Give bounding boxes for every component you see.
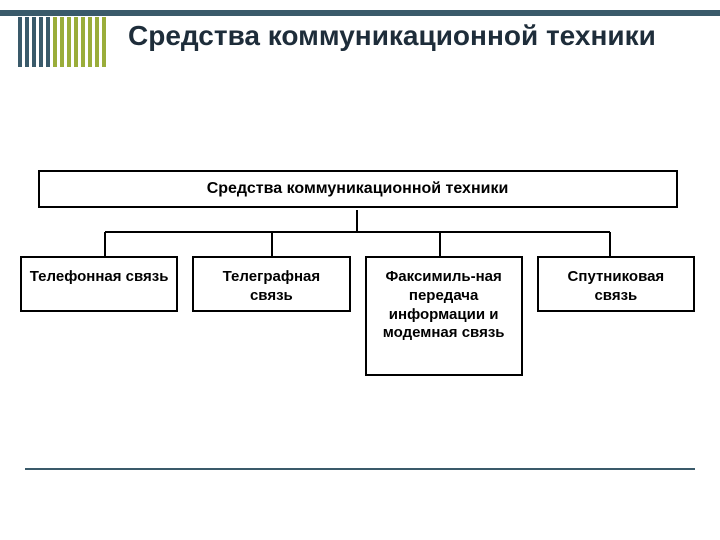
decor-bar	[67, 17, 71, 67]
children-container: Телефонная связь Телеграфная связь Факси…	[20, 256, 695, 376]
child-node: Телефонная связь	[20, 256, 178, 312]
child-node-label: Телеграфная связь	[200, 268, 342, 306]
page-title: Средства коммуникационной техники	[128, 20, 688, 52]
decor-bar	[25, 17, 29, 67]
bars-decoration	[18, 17, 106, 67]
decor-bar	[60, 17, 64, 67]
child-node-label: Факсимиль-ная передача информации и моде…	[373, 268, 515, 343]
decor-bar	[95, 17, 99, 67]
child-node: Спутниковая связь	[537, 256, 695, 312]
decor-bar	[74, 17, 78, 67]
child-node: Телеграфная связь	[192, 256, 350, 312]
decor-bar	[88, 17, 92, 67]
decor-bar	[102, 17, 106, 67]
top-accent-bar	[0, 10, 720, 16]
root-node-label: Средства коммуникационной техники	[207, 180, 509, 197]
bottom-rule	[25, 468, 695, 470]
child-node-label: Телефонная связь	[30, 268, 169, 287]
decor-bar	[81, 17, 85, 67]
decor-bar	[46, 17, 50, 67]
hierarchy-diagram: Средства коммуникационной техники Телефо…	[20, 170, 695, 376]
decor-bar	[53, 17, 57, 67]
decor-bar	[39, 17, 43, 67]
child-node-label: Спутниковая связь	[545, 268, 687, 306]
decor-bar	[32, 17, 36, 67]
child-node: Факсимиль-ная передача информации и моде…	[365, 256, 523, 376]
root-node: Средства коммуникационной техники	[38, 170, 678, 208]
decor-bar	[18, 17, 22, 67]
